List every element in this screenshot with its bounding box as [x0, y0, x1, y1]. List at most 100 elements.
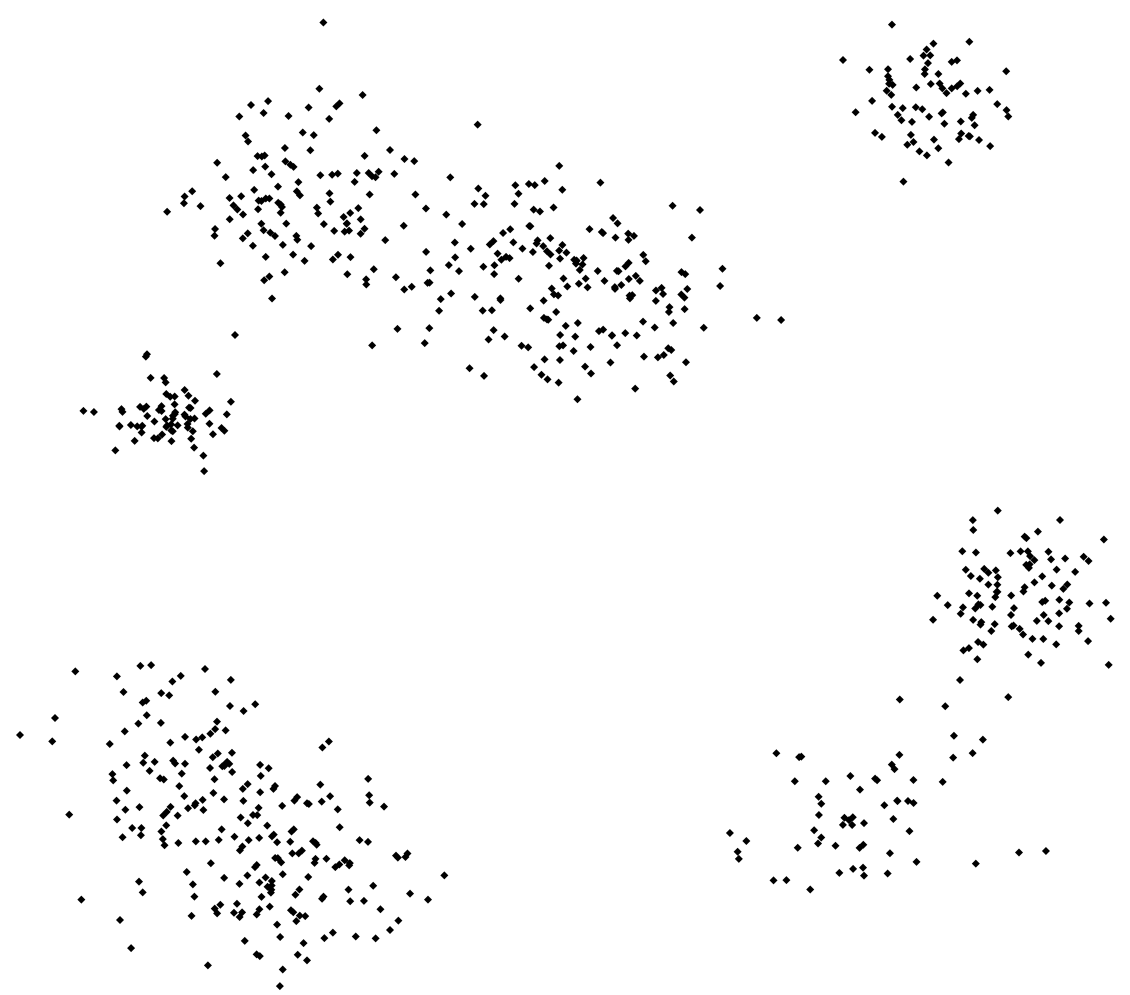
scatter-point [239, 797, 247, 805]
scatter-point [162, 821, 170, 829]
scatter-point [941, 702, 949, 710]
scatter-point [316, 781, 324, 789]
scatter-point [244, 819, 252, 827]
scatter-point [471, 293, 479, 301]
scatter-point [860, 819, 868, 827]
scatter-point [294, 951, 302, 959]
scatter-point [1028, 635, 1036, 643]
scatter-point [265, 764, 273, 772]
scatter-point [299, 129, 307, 137]
scatter-point [261, 163, 269, 171]
scatter-point [1061, 554, 1069, 562]
scatter-point [991, 620, 999, 628]
scatter-point [613, 341, 621, 349]
scatter-point [267, 170, 275, 178]
scatter-point [652, 297, 660, 305]
scatter-point [199, 452, 207, 460]
scatter-point [621, 329, 629, 337]
scatter-point [139, 759, 147, 767]
scatter-point [839, 821, 847, 829]
scatter-point [408, 283, 416, 291]
scatter-point [575, 280, 583, 288]
scatter-point [893, 797, 901, 805]
scatter-point [586, 225, 594, 233]
scatter-point [120, 688, 128, 696]
scatter-point [137, 824, 145, 832]
scatter-point [742, 837, 750, 845]
scatter-point [123, 761, 131, 769]
scatter-point [240, 707, 248, 715]
scatter-point [1007, 611, 1015, 619]
scatter-point [361, 152, 369, 160]
scatter-point [965, 38, 973, 46]
scatter-point [451, 239, 459, 247]
scatter-point [905, 827, 913, 835]
scatter-point [806, 886, 814, 894]
scatter-point [281, 268, 289, 276]
scatter-point [279, 870, 287, 878]
scatter-plot [0, 0, 1130, 995]
scatter-point [912, 858, 920, 866]
scatter-point [499, 229, 507, 237]
scatter-point [895, 751, 903, 759]
scatter-point [199, 796, 207, 804]
scatter-point [909, 776, 917, 784]
scatter-point [127, 421, 135, 429]
scatter-point [753, 314, 761, 322]
scatter-point [424, 896, 432, 904]
scatter-point [518, 245, 526, 253]
scatter-point [151, 758, 159, 766]
scatter-point [556, 331, 564, 339]
scatter-point [157, 719, 165, 727]
scatter-point [965, 132, 973, 140]
scatter-point [488, 306, 496, 314]
scatter-point [213, 159, 221, 167]
scatter-point [563, 282, 571, 290]
scatter-point [558, 186, 566, 194]
scatter-point [839, 56, 847, 64]
scatter-point [1055, 622, 1063, 630]
scatter-point [987, 627, 995, 635]
scatter-point [1017, 547, 1025, 555]
scatter-point [696, 206, 704, 214]
scatter-point [1052, 640, 1060, 648]
scatter-point [536, 208, 544, 216]
scatter-point [326, 198, 334, 206]
scatter-point [410, 157, 418, 165]
scatter-point [526, 304, 534, 312]
scatter-point [1038, 572, 1046, 580]
scatter-point [1044, 617, 1052, 625]
scatter-point [162, 415, 170, 423]
scatter-point [447, 289, 455, 297]
scatter-point [79, 407, 87, 415]
scatter-point [111, 446, 119, 454]
scatter-point [988, 603, 996, 611]
scatter-point [218, 825, 226, 833]
scatter-point [329, 256, 337, 264]
scatter-point [183, 868, 191, 876]
scatter-point [1107, 615, 1115, 623]
scatter-point [386, 146, 394, 154]
scatter-point [979, 736, 987, 744]
scatter-point [180, 199, 188, 207]
scatter-point [343, 219, 351, 227]
scatter-point [993, 581, 1001, 589]
scatter-point [1040, 611, 1048, 619]
scatter-point [899, 178, 907, 186]
scatter-point [974, 87, 982, 95]
scatter-point [141, 752, 149, 760]
scatter-point [552, 308, 560, 316]
scatter-point [556, 356, 564, 364]
scatter-point [277, 209, 285, 217]
scatter-point [957, 610, 965, 618]
scatter-point [177, 672, 185, 680]
scatter-point [1004, 112, 1012, 120]
scatter-point [168, 678, 176, 686]
scatter-point [307, 242, 315, 250]
scatter-point [325, 115, 333, 123]
scatter-point [166, 739, 174, 747]
scatter-point [220, 795, 228, 803]
scatter-point [912, 103, 920, 111]
scatter-point [555, 379, 563, 387]
scatter-point [334, 251, 342, 259]
